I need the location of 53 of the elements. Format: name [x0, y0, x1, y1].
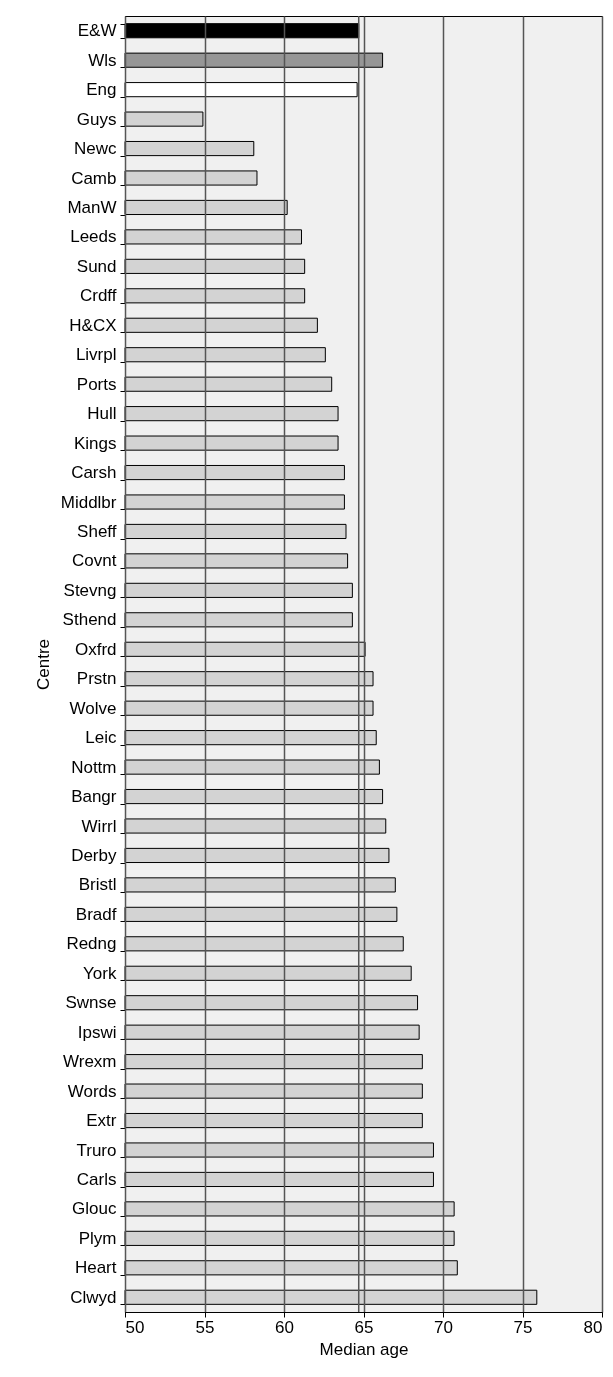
- y-tick-label: Sund: [76, 256, 117, 276]
- y-tick-label: Truro: [76, 1140, 117, 1160]
- y-tick-label: Derby: [71, 845, 117, 865]
- y-tick-label: Eng: [86, 80, 117, 100]
- y-tick-label: Bangr: [71, 787, 117, 807]
- y-tick-label: Prstn: [76, 669, 117, 689]
- y-tick-label: Newc: [73, 139, 117, 159]
- y-tick-label: Crdff: [79, 286, 117, 306]
- x-tick-label: 80: [583, 1317, 603, 1337]
- y-tick-label: Extr: [86, 1111, 117, 1131]
- y-tick-label: Carls: [76, 1169, 117, 1189]
- y-tick-label: Glouc: [72, 1199, 117, 1219]
- y-tick-label: Kings: [73, 433, 117, 453]
- x-tick-label: 65: [354, 1317, 374, 1337]
- y-tick-label: York: [83, 963, 117, 983]
- y-tick-label: Middlbr: [60, 492, 117, 512]
- y-tick-label: Camb: [71, 168, 117, 188]
- y-tick-label: Hull: [87, 404, 117, 424]
- y-tick-label: Carsh: [71, 463, 117, 483]
- y-tick-label: Nottm: [71, 757, 117, 777]
- y-tick-label: Oxfrd: [74, 639, 117, 659]
- x-axis-title: Median age: [319, 1339, 409, 1359]
- y-tick-label: Bristl: [78, 875, 117, 895]
- y-tick-label: Heart: [74, 1258, 117, 1278]
- y-tick-label: Covnt: [72, 551, 117, 571]
- x-tick-label: 60: [275, 1317, 294, 1337]
- y-tick-label: Ports: [76, 374, 117, 394]
- y-tick-label: Wrexm: [62, 1052, 117, 1072]
- y-tick-label: Wolve: [69, 698, 117, 718]
- y-tick-label: Ipswi: [77, 1022, 117, 1042]
- y-tick-label: Livrpl: [75, 345, 117, 365]
- y-tick-label: Redng: [66, 934, 117, 954]
- y-axis-title: Centre: [33, 638, 53, 691]
- y-tick-label: Sheff: [77, 521, 117, 541]
- y-tick-label: Wirrl: [81, 816, 117, 836]
- y-tick-label: Sthend: [62, 610, 117, 630]
- y-tick-label: E&W: [77, 21, 117, 41]
- y-tick-label: Stevng: [63, 580, 117, 600]
- x-tick-label: 55: [195, 1317, 215, 1337]
- y-tick-label: Wls: [88, 50, 117, 70]
- y-tick-label: Words: [67, 1081, 117, 1101]
- y-tick-label: Leic: [85, 728, 117, 748]
- y-tick-label: Clwyd: [70, 1287, 117, 1307]
- y-tick-label: Guys: [76, 109, 117, 129]
- y-tick-label: Bradf: [75, 904, 117, 924]
- y-tick-label: Plym: [78, 1228, 117, 1248]
- y-tick-label: H&CX: [69, 315, 117, 335]
- y-tick-label: Swnse: [65, 993, 117, 1013]
- x-tick-label: 50: [125, 1317, 145, 1337]
- x-tick-label: 75: [513, 1317, 533, 1337]
- y-tick-label: ManW: [67, 197, 117, 217]
- x-tick-label: 70: [434, 1317, 453, 1337]
- y-tick-label: Leeds: [70, 227, 117, 247]
